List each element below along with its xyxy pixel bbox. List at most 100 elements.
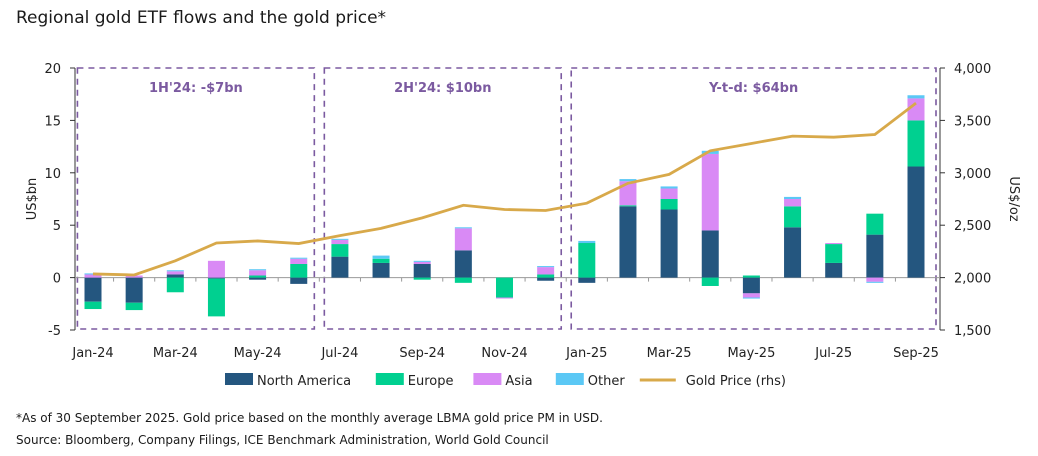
x-tick-label: May-25 xyxy=(727,346,775,361)
bar-other xyxy=(372,255,390,259)
bar-other xyxy=(907,95,925,99)
bar-europe xyxy=(825,244,843,263)
bar-north-america xyxy=(701,230,719,278)
bar-north-america xyxy=(619,206,637,278)
y-tick-label: 5 xyxy=(53,219,61,234)
bar-asia xyxy=(866,277,884,282)
bar-asia xyxy=(166,271,184,275)
period-box xyxy=(570,67,937,330)
bar-north-america xyxy=(125,277,143,303)
bar-north-america xyxy=(413,263,431,278)
period-label: 1H'24: -$7bn xyxy=(149,81,243,96)
bar-other xyxy=(290,257,308,259)
bar-europe xyxy=(454,277,472,283)
bar-north-america xyxy=(742,277,760,294)
y-axis-label: US$bn xyxy=(25,178,40,221)
bar-other xyxy=(578,240,596,244)
y-tick-label: 10 xyxy=(44,167,61,182)
bar-north-america xyxy=(331,256,349,278)
bar-other xyxy=(413,260,431,262)
legend-swatch xyxy=(375,373,404,385)
bar-europe xyxy=(660,199,678,210)
bar-europe xyxy=(619,205,637,207)
legend-swatch xyxy=(555,373,584,385)
bar-europe xyxy=(166,277,184,293)
bar-other xyxy=(249,269,267,271)
y-right-tick-label: 1,500 xyxy=(954,324,991,339)
bar-asia xyxy=(660,188,678,199)
bar-north-america xyxy=(207,277,225,279)
bar-north-america xyxy=(290,277,308,284)
legend-swatch xyxy=(473,373,502,385)
y-right-tick-label: 2,000 xyxy=(954,272,991,287)
bar-north-america xyxy=(660,209,678,278)
period-box xyxy=(323,67,563,330)
bar-asia xyxy=(207,260,225,278)
legend-label: Asia xyxy=(505,374,532,389)
bar-asia xyxy=(784,199,802,207)
x-tick-label: Sep-25 xyxy=(893,346,939,361)
x-tick-label: Mar-25 xyxy=(647,346,692,361)
bar-asia xyxy=(825,243,843,245)
y-right-tick-label: 2,500 xyxy=(954,219,991,234)
bar-asia xyxy=(537,267,555,275)
x-tick-label: Jan-24 xyxy=(71,346,113,361)
bar-asia xyxy=(742,293,760,298)
gold-price-line xyxy=(92,101,917,277)
legend-label: Other xyxy=(588,374,626,389)
bar-north-america xyxy=(866,234,884,278)
bar-other xyxy=(454,227,472,229)
legend-label: North America xyxy=(257,374,351,389)
period-label: 2H'24: $10bn xyxy=(394,81,491,96)
x-tick-label: Sep-24 xyxy=(399,346,445,361)
bar-europe xyxy=(742,275,760,278)
x-tick-label: Jan-25 xyxy=(565,346,607,361)
period-box xyxy=(76,67,316,330)
y-tick-label: 0 xyxy=(53,272,61,287)
bar-north-america xyxy=(84,277,102,302)
bar-europe xyxy=(125,302,143,311)
source-note: Source: Bloomberg, Company Filings, ICE … xyxy=(16,433,549,447)
bar-europe xyxy=(578,243,596,278)
footnote: *As of 30 September 2025. Gold price bas… xyxy=(16,411,603,425)
bar-other xyxy=(166,270,184,272)
chart-title: Regional gold ETF flows and the gold pri… xyxy=(16,8,387,28)
bar-north-america xyxy=(537,277,555,281)
bar-other xyxy=(537,266,555,268)
bar-north-america xyxy=(578,277,596,283)
y-right-tick-label: 4,000 xyxy=(954,62,991,77)
bar-north-america xyxy=(166,274,184,278)
bar-asia xyxy=(331,239,349,245)
legend-swatch xyxy=(225,373,253,385)
bar-europe xyxy=(907,120,925,167)
bar-north-america xyxy=(784,227,802,278)
bar-north-america xyxy=(825,262,843,278)
bar-asia xyxy=(84,274,102,278)
legend-label: Europe xyxy=(408,374,454,389)
bar-europe xyxy=(866,213,884,235)
bar-other xyxy=(784,196,802,199)
bar-europe xyxy=(290,263,308,278)
bar-europe xyxy=(84,301,102,310)
y-tick-label: 20 xyxy=(44,62,61,77)
bar-asia xyxy=(413,261,431,264)
bar-asia xyxy=(619,181,637,206)
bar-asia xyxy=(701,153,719,231)
bar-asia xyxy=(496,297,513,299)
legend-label: Gold Price (rhs) xyxy=(686,374,786,389)
bar-europe xyxy=(249,275,267,278)
bar-asia xyxy=(249,270,267,276)
x-tick-label: Jul-24 xyxy=(320,346,358,361)
bar-asia xyxy=(125,275,143,278)
y-tick-label: 15 xyxy=(44,114,61,129)
bar-north-america xyxy=(454,250,472,278)
bar-europe xyxy=(537,274,555,278)
y-right-tick-label: 3,000 xyxy=(954,167,991,182)
x-tick-label: May-24 xyxy=(234,346,282,361)
bar-europe xyxy=(372,258,390,263)
bar-europe xyxy=(413,277,431,280)
x-tick-label: Mar-24 xyxy=(153,346,198,361)
bar-other xyxy=(619,179,637,182)
bar-north-america xyxy=(372,262,390,278)
